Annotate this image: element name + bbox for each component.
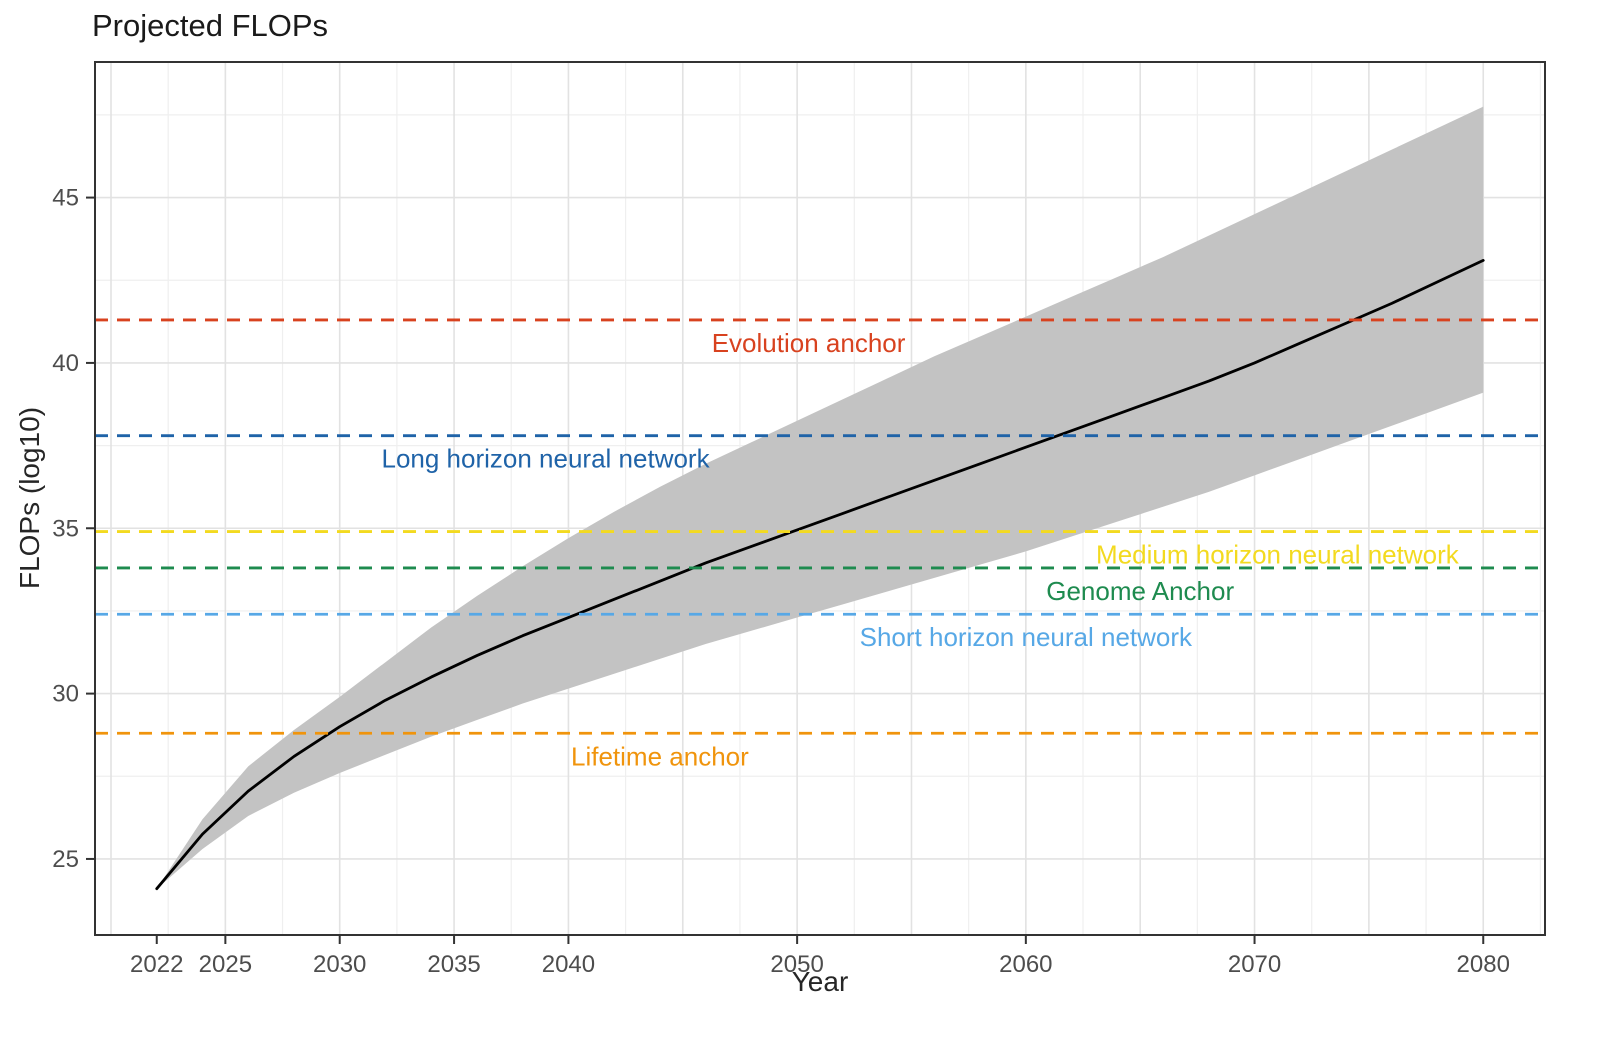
anchor-label-evolution-anchor: Evolution anchor	[712, 328, 906, 358]
x-tick-label: 2060	[999, 951, 1052, 978]
anchor-label-short-horizon-neural-network: Short horizon neural network	[860, 622, 1193, 652]
x-tick-label: 2025	[199, 951, 252, 978]
panel-border	[94, 61, 1546, 936]
y-tick-label: 25	[52, 846, 79, 873]
x-tick-label: 2040	[542, 951, 595, 978]
y-axis-title: FLOPs (log10)	[14, 406, 45, 590]
anchor-label-medium-horizon-neural-network: Medium horizon neural network	[1096, 540, 1460, 570]
x-axis-title: Year	[791, 966, 849, 997]
chart-title: Projected FLOPs	[92, 8, 329, 43]
x-tick-label: 2080	[1457, 951, 1510, 978]
x-tick-label: 2035	[427, 951, 480, 978]
y-tick-label: 45	[52, 185, 79, 212]
anchor-label-genome-anchor: Genome Anchor	[1046, 576, 1234, 606]
x-tick-label: 2030	[313, 951, 366, 978]
x-tick-label: 2050	[770, 951, 823, 978]
y-tick-label: 40	[52, 350, 79, 377]
median-projection-line	[155, 259, 1485, 891]
anchor-label-lifetime-anchor: Lifetime anchor	[571, 741, 749, 771]
y-tick-label: 30	[52, 681, 79, 708]
y-tick-label: 35	[52, 515, 79, 542]
confidence-band	[156, 106, 1484, 889]
anchor-label-long-horizon-neural-network: Long horizon neural network	[381, 444, 710, 474]
x-tick-label: 2022	[130, 951, 183, 978]
x-tick-label: 2070	[1228, 951, 1281, 978]
